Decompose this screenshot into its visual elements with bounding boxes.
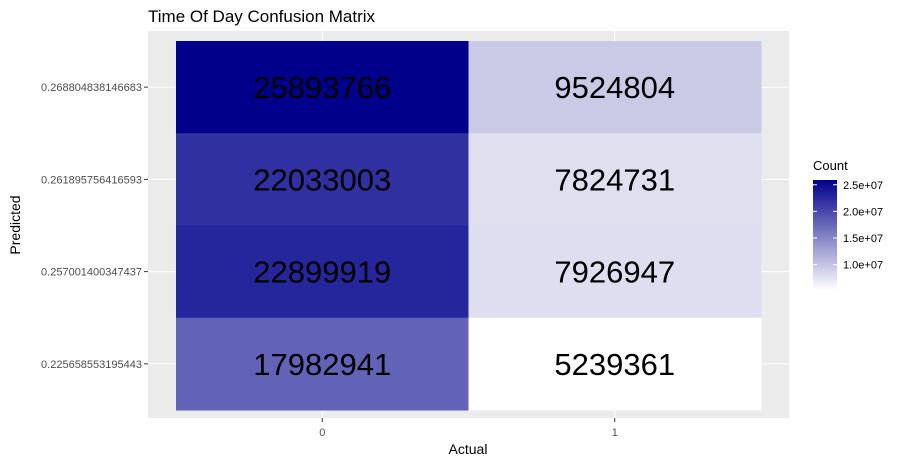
x-tick-label: 1 [612, 427, 618, 439]
legend-tick-label: 1.0e+07 [843, 260, 883, 272]
heatmap-cell [468, 225, 762, 319]
legend-title: Count [813, 158, 848, 173]
heatmap-cell [468, 41, 762, 134]
y-axis: 0.268804838146683 0.261895756416593 0.2570… [41, 82, 148, 371]
legend-ticks: 1.0e+07 1.5e+07 2.0e+07 2.5e+07 [813, 180, 883, 272]
legend-tick-label: 2.5e+07 [843, 180, 883, 192]
cell-value-label: 7926947 [554, 255, 675, 290]
cell-value-label: 5239361 [554, 347, 675, 382]
legend-tick-label: 1.5e+07 [843, 233, 883, 245]
color-legend: Count 1.0e+07 1.5e+07 2.0e+07 2.5e+07 [813, 158, 883, 290]
heatmap-cells [176, 41, 762, 411]
heatmap-cell [176, 41, 469, 134]
cell-value-label: 7824731 [554, 162, 675, 197]
cell-value-label: 22033003 [253, 162, 391, 197]
y-tick-label: 0.257001400347437 [41, 267, 142, 279]
legend-tick-label: 2.0e+07 [843, 206, 883, 218]
cell-value-label: 17982941 [253, 347, 391, 382]
chart-title: Time Of Day Confusion Matrix [148, 7, 376, 26]
heatmap-cell [176, 317, 469, 411]
heatmap-cell [468, 317, 762, 411]
x-axis-title: Actual [449, 441, 488, 457]
cell-value-label: 9524804 [554, 70, 675, 105]
cell-value-label: 25893766 [253, 70, 391, 105]
cell-value-label: 22899919 [253, 255, 391, 290]
y-axis-title: Predicted [7, 195, 23, 254]
heatmap-cell [176, 133, 469, 226]
legend-colorbar [813, 180, 837, 290]
x-tick-label: 0 [319, 427, 325, 439]
heatmap-cell [468, 133, 762, 226]
y-tick-label: 0.261895756416593 [41, 174, 142, 186]
cell-labels: 25893766 9524804 22033003 7824731 22899919 79… [253, 70, 675, 382]
heatmap-cell [176, 225, 469, 319]
y-tick-label: 0.225658553195443 [41, 359, 142, 371]
y-tick-label: 0.268804838146683 [41, 82, 142, 94]
